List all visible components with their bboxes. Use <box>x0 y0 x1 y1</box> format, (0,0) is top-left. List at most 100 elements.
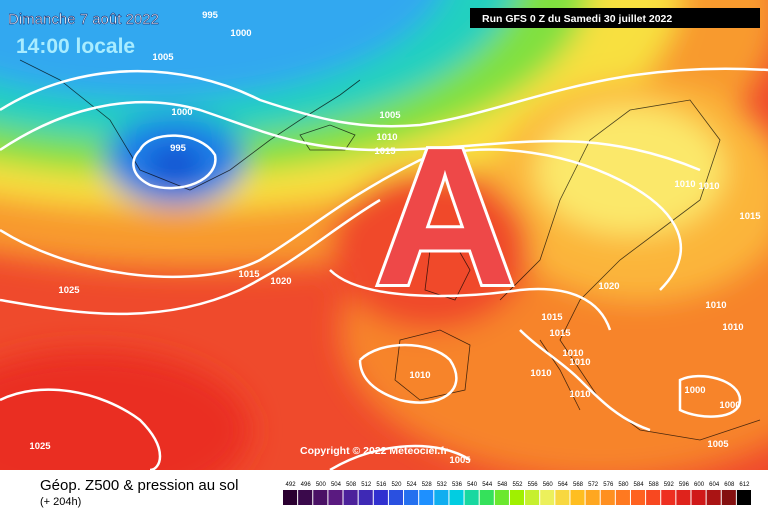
scale-swatch <box>600 490 615 505</box>
scale-label: 608 <box>724 482 735 488</box>
scale-swatch <box>555 490 570 505</box>
scale-label: 600 <box>694 482 705 488</box>
scale-label: 552 <box>512 482 523 488</box>
scale-label: 564 <box>558 482 569 488</box>
scale-label: 576 <box>603 482 614 488</box>
legend-title: Géop. Z500 & pression au sol <box>40 477 238 494</box>
scale-label: 584 <box>634 482 645 488</box>
scale-label: 556 <box>528 482 539 488</box>
isobar-label: 1015 <box>541 312 563 323</box>
isobar-label: 1000 <box>171 107 192 118</box>
scale-swatch <box>313 490 328 505</box>
scale-swatch <box>661 490 676 505</box>
scale-label: 536 <box>452 482 463 488</box>
isobar-label: 1020 <box>598 281 619 292</box>
isobar-label: 995 <box>170 143 187 154</box>
scale-swatch <box>676 490 691 505</box>
scale-swatch <box>691 490 706 505</box>
isobar-label: 995 <box>202 10 219 21</box>
scale-swatch <box>509 490 525 505</box>
scale-label: 544 <box>482 482 493 488</box>
high-pressure-marker: A <box>374 107 516 326</box>
isobar-label: 1005 <box>449 455 471 466</box>
isobar-label: 1020 <box>270 276 291 287</box>
isobar-label: 1010 <box>376 132 397 143</box>
isobar-label: 1015 <box>374 146 396 157</box>
isobars <box>0 67 768 470</box>
isobar-label: 1010 <box>530 368 551 379</box>
scale-label: 516 <box>376 482 387 488</box>
scale-label: 604 <box>709 482 720 488</box>
scale-swatch <box>630 490 646 505</box>
scale-swatch <box>525 490 540 505</box>
scale-label: 548 <box>497 482 508 488</box>
scale-label: 540 <box>467 482 478 488</box>
isobar-label: 1010 <box>722 322 743 333</box>
scale-label: 512 <box>361 482 372 488</box>
scale-swatch <box>706 490 721 505</box>
isobar-label: 1010 <box>562 348 583 359</box>
scale-swatch <box>283 490 298 505</box>
isobar-label: 1005 <box>379 110 401 121</box>
scale-swatch <box>615 490 630 505</box>
scale-swatch <box>721 490 736 505</box>
scale-swatch <box>646 490 661 505</box>
scale-swatch <box>388 490 404 505</box>
scale-swatch <box>540 490 555 505</box>
isobar-label: 1025 <box>29 441 51 452</box>
isobar-label: 1015 <box>739 211 761 222</box>
scale-swatch <box>404 490 419 505</box>
scale-label: 560 <box>543 482 554 488</box>
scale-label: 528 <box>422 482 433 488</box>
run-box <box>470 8 760 28</box>
forecast-date: Dimanche 7 août 2022 <box>8 11 159 28</box>
isobar-label: 1010 <box>569 389 590 400</box>
scale-label: 592 <box>664 482 675 488</box>
scale-swatch <box>358 490 373 505</box>
run-info: Run GFS 0 Z du Samedi 30 juillet 2022 <box>482 13 672 25</box>
scale-label: 612 <box>739 482 750 488</box>
scale-swatch <box>434 490 449 505</box>
legend-lead: (+ 204h) <box>40 496 81 508</box>
scale-swatch <box>343 490 358 505</box>
isobar-label: 1000 <box>719 400 740 411</box>
copyright: Copyright © 2022 Meteociel.fr <box>300 445 448 457</box>
scale-label: 580 <box>618 482 629 488</box>
isobar-label: 1010 <box>674 179 695 190</box>
scale-swatch <box>449 490 464 505</box>
scale-swatch <box>494 490 509 505</box>
scale-label: 520 <box>391 482 402 488</box>
isobar-label: 1015 <box>549 328 571 339</box>
scale-swatch <box>570 490 585 505</box>
scale-label: 508 <box>346 482 357 488</box>
isobar-label: 1010 <box>705 300 726 311</box>
scale-label: 568 <box>573 482 584 488</box>
scale-swatch <box>328 490 343 505</box>
scale-label: 588 <box>649 482 660 488</box>
scale-swatch <box>298 490 313 505</box>
scale-swatch <box>373 490 388 505</box>
scale-swatch <box>479 490 494 505</box>
color-scale: 492 496 500 504 508 512 516 520 524 528 532 536 540 5… <box>283 482 751 505</box>
scale-label: 524 <box>407 482 418 488</box>
isobar-label: 1010 <box>698 181 719 192</box>
isobar-label: 1010 <box>569 357 590 368</box>
isobar-label: 1005 <box>152 52 174 63</box>
scale-label: 596 <box>679 482 690 488</box>
scale-label: 492 <box>286 482 297 488</box>
isobar-label: 1025 <box>58 285 80 296</box>
isobar-label: 1000 <box>230 28 251 39</box>
scale-swatch <box>419 490 434 505</box>
isobar-label: 1005 <box>707 439 729 450</box>
forecast-time: 14:00 locale <box>16 35 135 58</box>
isobar-label: 1010 <box>409 370 430 381</box>
scale-label: 532 <box>437 482 448 488</box>
scale-swatch <box>736 490 751 505</box>
scale-label: 572 <box>588 482 599 488</box>
scale-swatch <box>464 490 479 505</box>
scale-label: 500 <box>316 482 327 488</box>
